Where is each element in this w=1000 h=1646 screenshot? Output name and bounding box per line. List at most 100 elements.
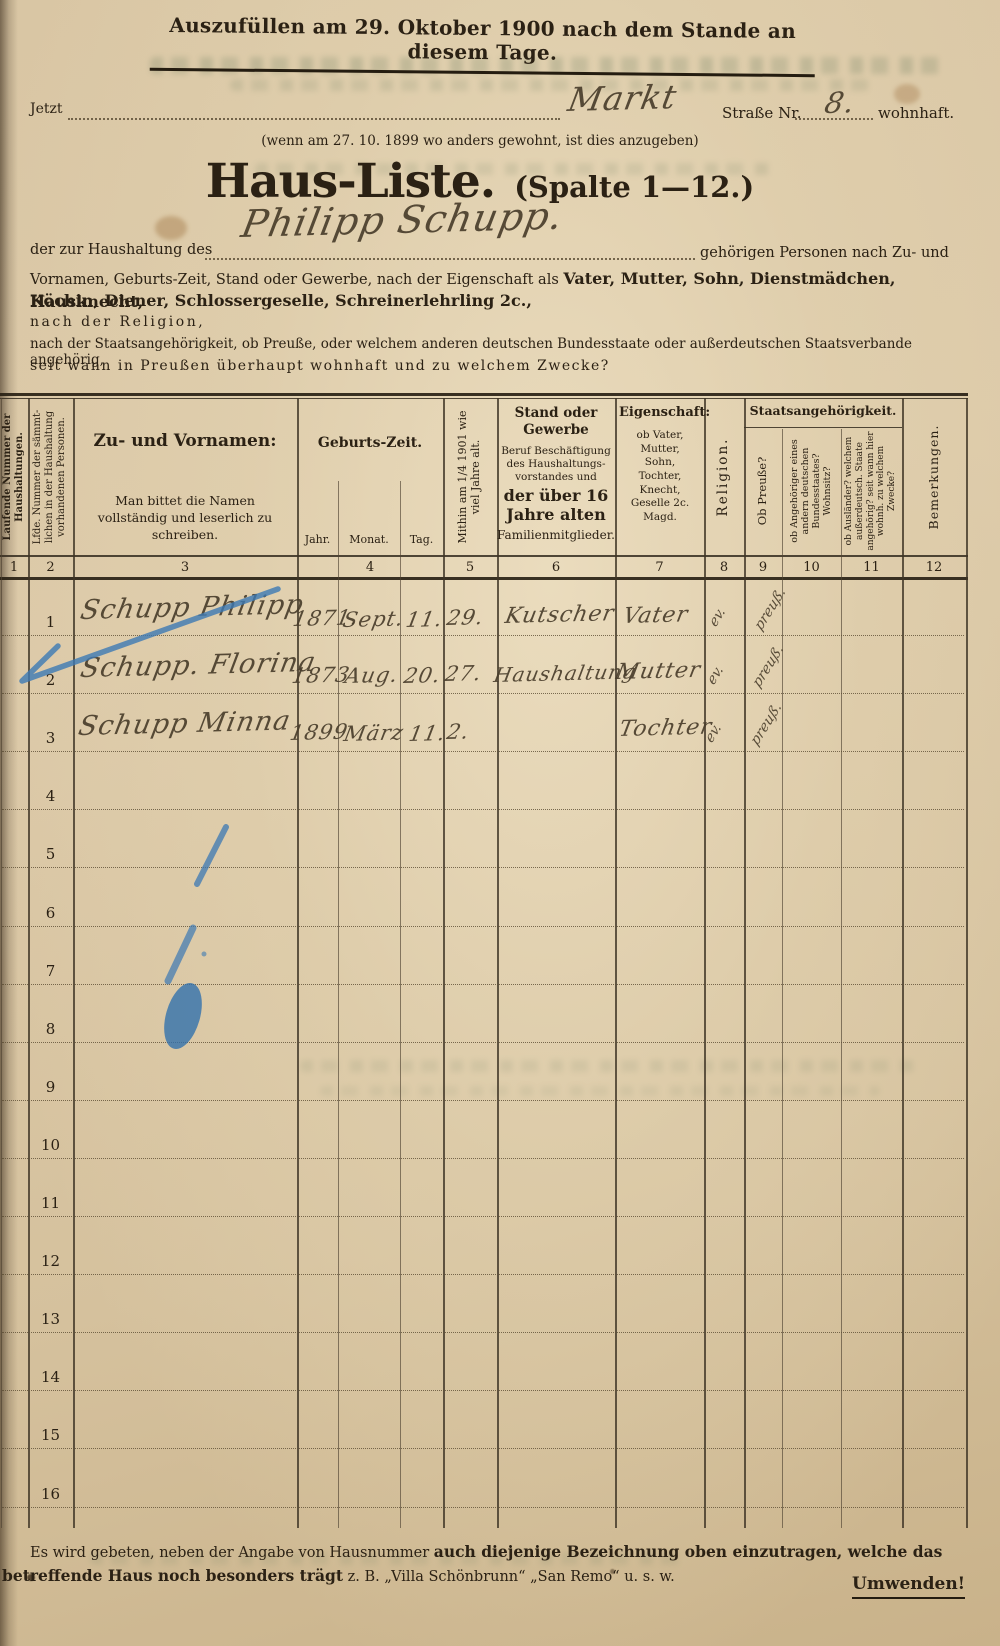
ink-stain (894, 84, 920, 104)
street-name-handwritten: Markt (565, 77, 681, 119)
row-separator (2, 1042, 964, 1043)
col12-header: Bemerkungen. (925, 424, 941, 530)
col7-header-note: ob Vater, Mutter, Sohn, Tochter, Knecht,… (630, 429, 690, 523)
col-number: 1 (9, 560, 19, 575)
table-top-border-inner (0, 398, 968, 399)
entry1-staat: preuß. (751, 583, 789, 635)
col-number: 11 (863, 560, 880, 575)
jetzt-label: Jetzt (30, 101, 63, 117)
entry3-staat: preuß. (747, 698, 785, 750)
col11-header: ob Ausländer? welchem außerdeutsch. Staa… (844, 431, 897, 551)
form-title: Haus-Liste. (205, 154, 496, 209)
row-separator (2, 867, 964, 868)
entry2-eigenschaft: Mutter (614, 657, 704, 685)
row-separator (2, 1100, 964, 1101)
col4-sub-jahr: Jahr. (304, 533, 331, 546)
row-number: 9 (45, 1078, 56, 1096)
row-separator (2, 1390, 964, 1391)
row-number: 7 (45, 962, 56, 980)
col4-header-title: Geburts-Zeit. (317, 435, 423, 451)
row-number: 10 (40, 1136, 61, 1154)
col-number: 6 (551, 560, 561, 575)
subcolumn-line-monat-tag (400, 481, 401, 1528)
house-number-handwritten: 8. (822, 85, 859, 120)
fill-date-instruction: Auszufüllen am 29. Oktober 1900 nach dem… (149, 12, 816, 78)
column-line (744, 398, 746, 1528)
row-number: 16 (40, 1485, 61, 1503)
footer-line2-regular: z. B. „Villa Schönbrunn“ „San Remo“ u. s… (347, 1569, 675, 1585)
col-number: 3 (180, 560, 190, 575)
intro-line1-regular: Vornamen, Geburts-Zeit, Stand oder Gewer… (30, 272, 559, 288)
house-number-line (795, 118, 873, 120)
row-number: 2 (45, 671, 56, 689)
entry1-monat: Sept. (341, 606, 407, 632)
row-number: 6 (45, 904, 56, 922)
household-head-handwritten: Philipp Schupp. (238, 193, 568, 246)
intro-line-2: Köchin, Diener, Schlossergeselle, Schrei… (30, 291, 532, 310)
row-number: 15 (40, 1426, 61, 1444)
col6-header-bold: der über 16 Jahre alten (503, 486, 609, 525)
entry1-tag: 11. (404, 607, 446, 632)
intro-line-5: seit wann in Preußen überhaupt wohnhaft … (30, 358, 610, 374)
col9-header: Ob Preuße? (755, 456, 770, 526)
col4-sub-monat: Monat. (349, 533, 389, 546)
row-number: 11 (40, 1194, 61, 1212)
footer-line2-bold: betreffende Haus noch besonders trägt (2, 1566, 344, 1585)
bleed-through-text (255, 163, 775, 175)
form-title-suffix: (Spalte 1—12.) (514, 170, 755, 204)
row-separator (2, 1158, 964, 1159)
footer-line-1: Es wird gebeten, neben der Angabe von Ha… (30, 1542, 980, 1561)
bleed-through-text (320, 1086, 880, 1096)
row-number: 5 (45, 845, 56, 863)
column-line (28, 398, 30, 1528)
wohnhaft-label: wohnhaft. (878, 104, 955, 122)
entry3-tag: 11. (407, 721, 449, 746)
ink-stain (155, 216, 187, 240)
header-bottom-line (0, 555, 968, 557)
column-line (902, 398, 904, 1528)
entry3-name: Schupp Minna (76, 705, 294, 742)
col-number: 8 (719, 560, 729, 575)
col-number: 10 (803, 560, 820, 575)
column-line (841, 429, 842, 1528)
row-separator (2, 1507, 964, 1508)
table-top-border (0, 393, 968, 396)
household-label: der zur Haushaltung des (30, 242, 213, 258)
paper-speck (610, 1569, 615, 1574)
number-row-bottom-line (0, 577, 968, 580)
col-number: 7 (655, 560, 664, 575)
column-line (704, 398, 706, 1528)
col7-header-title: Eigenschaft: (619, 405, 711, 420)
column-line (443, 398, 445, 1528)
form-title-row: Haus-Liste. (Spalte 1—12.) (0, 154, 960, 209)
row-number: 12 (40, 1252, 61, 1270)
entry1-name: Schupp Philipp (78, 589, 307, 626)
row-separator (2, 1216, 964, 1217)
row-separator (2, 693, 964, 694)
entry2-monat: Aug. (343, 662, 401, 688)
column-line (497, 398, 499, 1528)
column-line (782, 429, 783, 1528)
row-number: 3 (45, 729, 56, 747)
col6-header-title: Stand oder Gewerbe (514, 405, 598, 438)
bleed-through-text (230, 79, 870, 91)
household-suffix: gehörigen Personen nach Zu- und (700, 245, 949, 261)
row-separator (2, 635, 964, 636)
group-header-underline (744, 427, 902, 428)
col8-header: Religion. (715, 437, 732, 517)
row-number: 1 (45, 613, 56, 631)
bleed-through-text (90, 1552, 690, 1565)
col6-header-tail: Familienmitglieder. (497, 528, 615, 542)
intro-line-3: nach der Religion, (30, 314, 206, 330)
intro-line-4: nach der Staatsangehörigkeit, ob Preuße,… (30, 336, 913, 368)
row-number: 4 (45, 787, 56, 805)
entry1-religion: ev. (706, 603, 729, 631)
entry3-monat: März (342, 720, 406, 746)
paper-speck (27, 1574, 35, 1581)
col1-header: Laufende Nummer der Haushaltungen. (2, 413, 25, 541)
bleed-through-text (150, 57, 950, 74)
street-name-line (68, 118, 560, 120)
row-number: 14 (40, 1368, 61, 1386)
intro-line-1: Vornamen, Geburts-Zeit, Stand oder Gewer… (30, 268, 975, 313)
